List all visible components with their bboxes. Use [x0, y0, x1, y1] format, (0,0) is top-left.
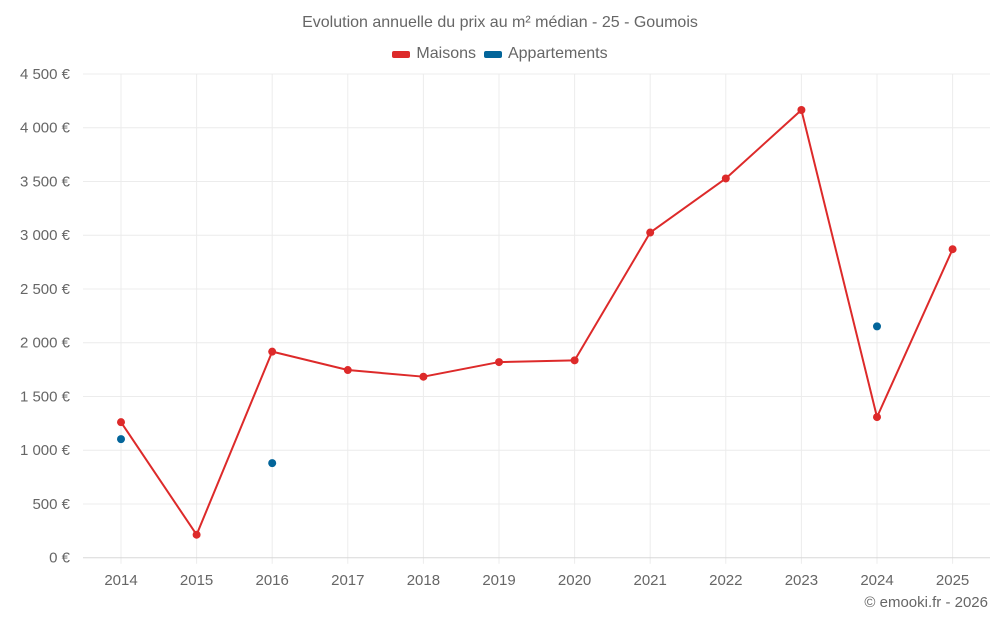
- data-point[interactable]: [873, 413, 881, 422]
- copyright-credit: © emooki.fr - 2026: [864, 594, 988, 611]
- y-tick-label: 2 500 €: [20, 281, 71, 298]
- data-point[interactable]: [192, 530, 201, 539]
- y-tick-label: 1 000 €: [20, 442, 71, 459]
- y-tick-label: 0 €: [49, 550, 71, 567]
- data-point[interactable]: [343, 366, 352, 375]
- data-point[interactable]: [570, 356, 579, 365]
- legend-swatch-appartements: [483, 50, 502, 58]
- data-point[interactable]: [117, 435, 125, 444]
- x-tick-label: 2016: [256, 572, 289, 589]
- x-tick-label: 2020: [558, 572, 591, 589]
- legend-item-appartements[interactable]: Appartements: [483, 45, 608, 63]
- x-tick-label: 2023: [785, 572, 818, 589]
- x-tick-label: 2024: [860, 572, 893, 589]
- y-tick-label: 3 000 €: [20, 227, 71, 244]
- series-maisons: [117, 106, 957, 539]
- chart-title: Evolution annuelle du prix au m² médian …: [302, 14, 698, 31]
- data-point[interactable]: [948, 245, 957, 254]
- x-tick-label: 2022: [709, 572, 742, 589]
- x-tick-label: 2014: [104, 572, 137, 589]
- x-axis: 2014 2015 2016 2017 2018 2019 2020 2021 2022 2023…: [83, 557, 990, 589]
- data-point[interactable]: [873, 322, 881, 331]
- data-point[interactable]: [646, 228, 655, 237]
- data-point[interactable]: [268, 347, 277, 356]
- data-point[interactable]: [721, 174, 730, 183]
- x-tick-label: 2018: [407, 572, 440, 589]
- y-tick-label: 2 000 €: [20, 335, 71, 352]
- y-axis: 0 € 500 € 1 000 € 1 500 € 2 000 € 2 500 € 3 00…: [20, 66, 71, 567]
- legend-item-maisons[interactable]: Maisons: [392, 45, 476, 63]
- data-point[interactable]: [495, 358, 503, 367]
- series-appartements: [117, 322, 881, 468]
- x-tick-label: 2021: [634, 572, 667, 589]
- data-series: [117, 106, 957, 539]
- legend-label-appartements: Appartements: [507, 45, 608, 62]
- data-point[interactable]: [419, 372, 428, 381]
- x-tick-label: 2017: [331, 572, 364, 589]
- y-tick-label: 3 500 €: [20, 173, 71, 190]
- y-tick-label: 4 000 €: [20, 120, 71, 137]
- x-tick-label: 2025: [936, 572, 969, 589]
- chart-legend: Maisons Appartements: [0, 45, 1000, 63]
- y-tick-label: 4 500 €: [20, 66, 71, 83]
- data-point[interactable]: [797, 106, 806, 115]
- legend-label-maisons: Maisons: [416, 45, 476, 62]
- y-tick-label: 500 €: [32, 496, 70, 513]
- x-tick-label: 2015: [180, 572, 213, 589]
- data-point[interactable]: [268, 459, 277, 468]
- x-tick-label: 2019: [482, 572, 515, 589]
- grid-lines: [83, 73, 990, 564]
- y-tick-label: 1 500 €: [20, 388, 71, 405]
- legend-swatch-maisons: [392, 50, 411, 58]
- data-point[interactable]: [117, 418, 125, 427]
